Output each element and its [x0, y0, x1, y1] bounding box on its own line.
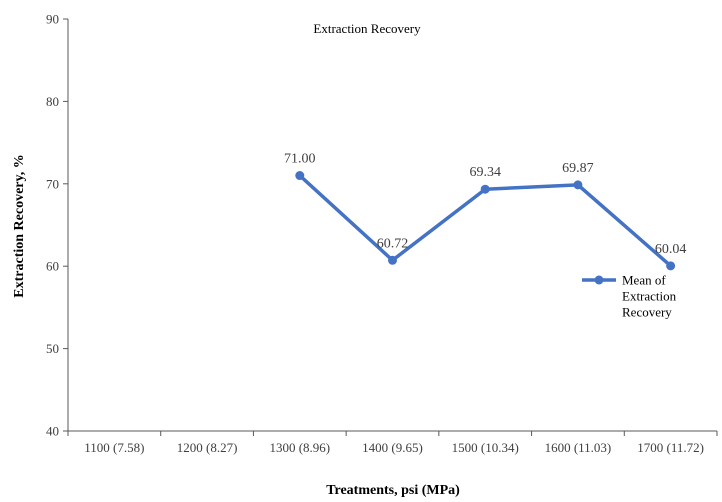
- x-axis-title: Treatments, psi (MPa): [326, 483, 460, 497]
- data-label: 69.34: [469, 165, 501, 180]
- y-axis-title: Extraction Recovery, %: [12, 154, 27, 297]
- x-tick-label: 1600 (11.03): [545, 440, 612, 455]
- y-tick-label: 40: [46, 424, 59, 439]
- chart-title: Extraction Recovery: [313, 21, 421, 36]
- y-tick-label: 70: [46, 176, 59, 191]
- data-point: [295, 171, 305, 181]
- y-tick-label: 90: [46, 12, 59, 27]
- data-label: 71.00: [284, 152, 316, 167]
- x-tick-label: 1200 (8.27): [177, 440, 238, 455]
- data-label: 60.04: [655, 242, 687, 257]
- data-label: 60.72: [377, 236, 409, 251]
- y-tick-label: 80: [46, 94, 59, 109]
- x-tick-label: 1700 (11.72): [637, 440, 704, 455]
- x-tick-label: 1100 (7.58): [84, 440, 144, 455]
- y-tick-label: 50: [46, 341, 59, 356]
- legend-marker: [594, 275, 604, 285]
- data-label: 69.87: [562, 161, 594, 176]
- legend-label: Recovery: [622, 305, 672, 320]
- legend-label: Extraction: [622, 289, 677, 304]
- y-tick-label: 60: [46, 259, 59, 274]
- legend-label: Mean of: [622, 273, 666, 288]
- data-point: [666, 261, 676, 271]
- data-point: [573, 180, 583, 190]
- data-point: [480, 184, 490, 194]
- data-point: [388, 255, 397, 265]
- x-tick-label: 1500 (10.34): [452, 440, 519, 455]
- x-tick-label: 1400 (9.65): [362, 440, 423, 455]
- x-tick-label: 1300 (8.96): [269, 440, 330, 455]
